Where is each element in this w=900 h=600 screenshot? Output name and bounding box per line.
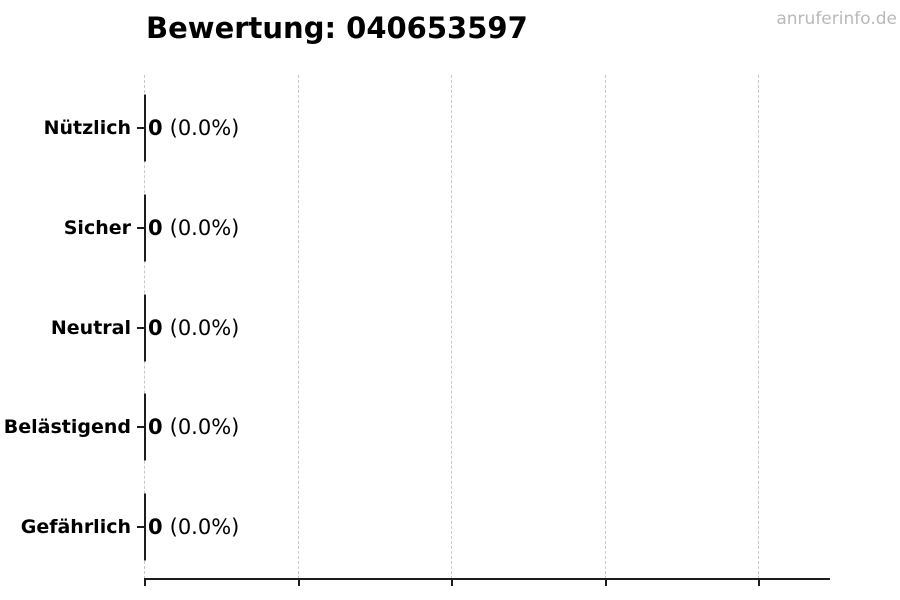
value-label: 0 (0.0%) xyxy=(148,515,239,539)
category-label: Belästigend xyxy=(3,416,131,438)
value-label: 0 (0.0%) xyxy=(148,216,239,240)
y-axis-tick xyxy=(137,426,144,428)
value-label: 0 (0.0%) xyxy=(148,316,239,340)
bar-row: Sicher 0 (0.0%) xyxy=(0,178,900,278)
bar-row: Gefährlich 0 (0.0%) xyxy=(0,477,900,577)
x-axis-tick xyxy=(144,580,146,586)
value-label: 0 (0.0%) xyxy=(148,415,239,439)
y-axis-tick xyxy=(137,127,144,129)
gridline xyxy=(451,75,452,579)
x-axis-tick xyxy=(758,580,760,586)
value-percent: (0.0%) xyxy=(169,316,240,340)
value-count: 0 xyxy=(148,415,163,439)
gridline xyxy=(605,75,606,579)
value-percent: (0.0%) xyxy=(169,415,240,439)
x-axis-tick xyxy=(298,580,300,586)
value-count: 0 xyxy=(148,316,163,340)
gridline xyxy=(298,75,299,579)
zero-value-bar xyxy=(144,194,146,262)
chart-title: Bewertung: 040653597 xyxy=(146,11,528,45)
zero-value-bar xyxy=(144,94,146,162)
value-percent: (0.0%) xyxy=(169,116,240,140)
category-label: Sicher xyxy=(63,217,131,239)
value-count: 0 xyxy=(148,515,163,539)
category-label: Neutral xyxy=(50,317,131,339)
zero-value-bar xyxy=(144,493,146,561)
y-axis-tick xyxy=(137,327,144,329)
x-axis-tick xyxy=(451,580,453,586)
x-axis-tick xyxy=(605,580,607,586)
value-count: 0 xyxy=(148,116,163,140)
y-axis-tick xyxy=(137,526,144,528)
category-label: Nützlich xyxy=(43,117,131,139)
category-label: Gefährlich xyxy=(20,516,131,538)
watermark: anruferinfo.de xyxy=(776,9,897,29)
value-count: 0 xyxy=(148,216,163,240)
value-percent: (0.0%) xyxy=(169,216,240,240)
bar-row: Belästigend 0 (0.0%) xyxy=(0,377,900,477)
x-axis-line xyxy=(144,578,830,580)
y-axis-tick xyxy=(137,227,144,229)
bar-row: Neutral 0 (0.0%) xyxy=(0,278,900,378)
bar-row: Nützlich 0 (0.0%) xyxy=(0,78,900,178)
gridline xyxy=(758,75,759,579)
value-label: 0 (0.0%) xyxy=(148,116,239,140)
value-percent: (0.0%) xyxy=(169,515,240,539)
zero-value-bar xyxy=(144,393,146,461)
zero-value-bar xyxy=(144,294,146,362)
